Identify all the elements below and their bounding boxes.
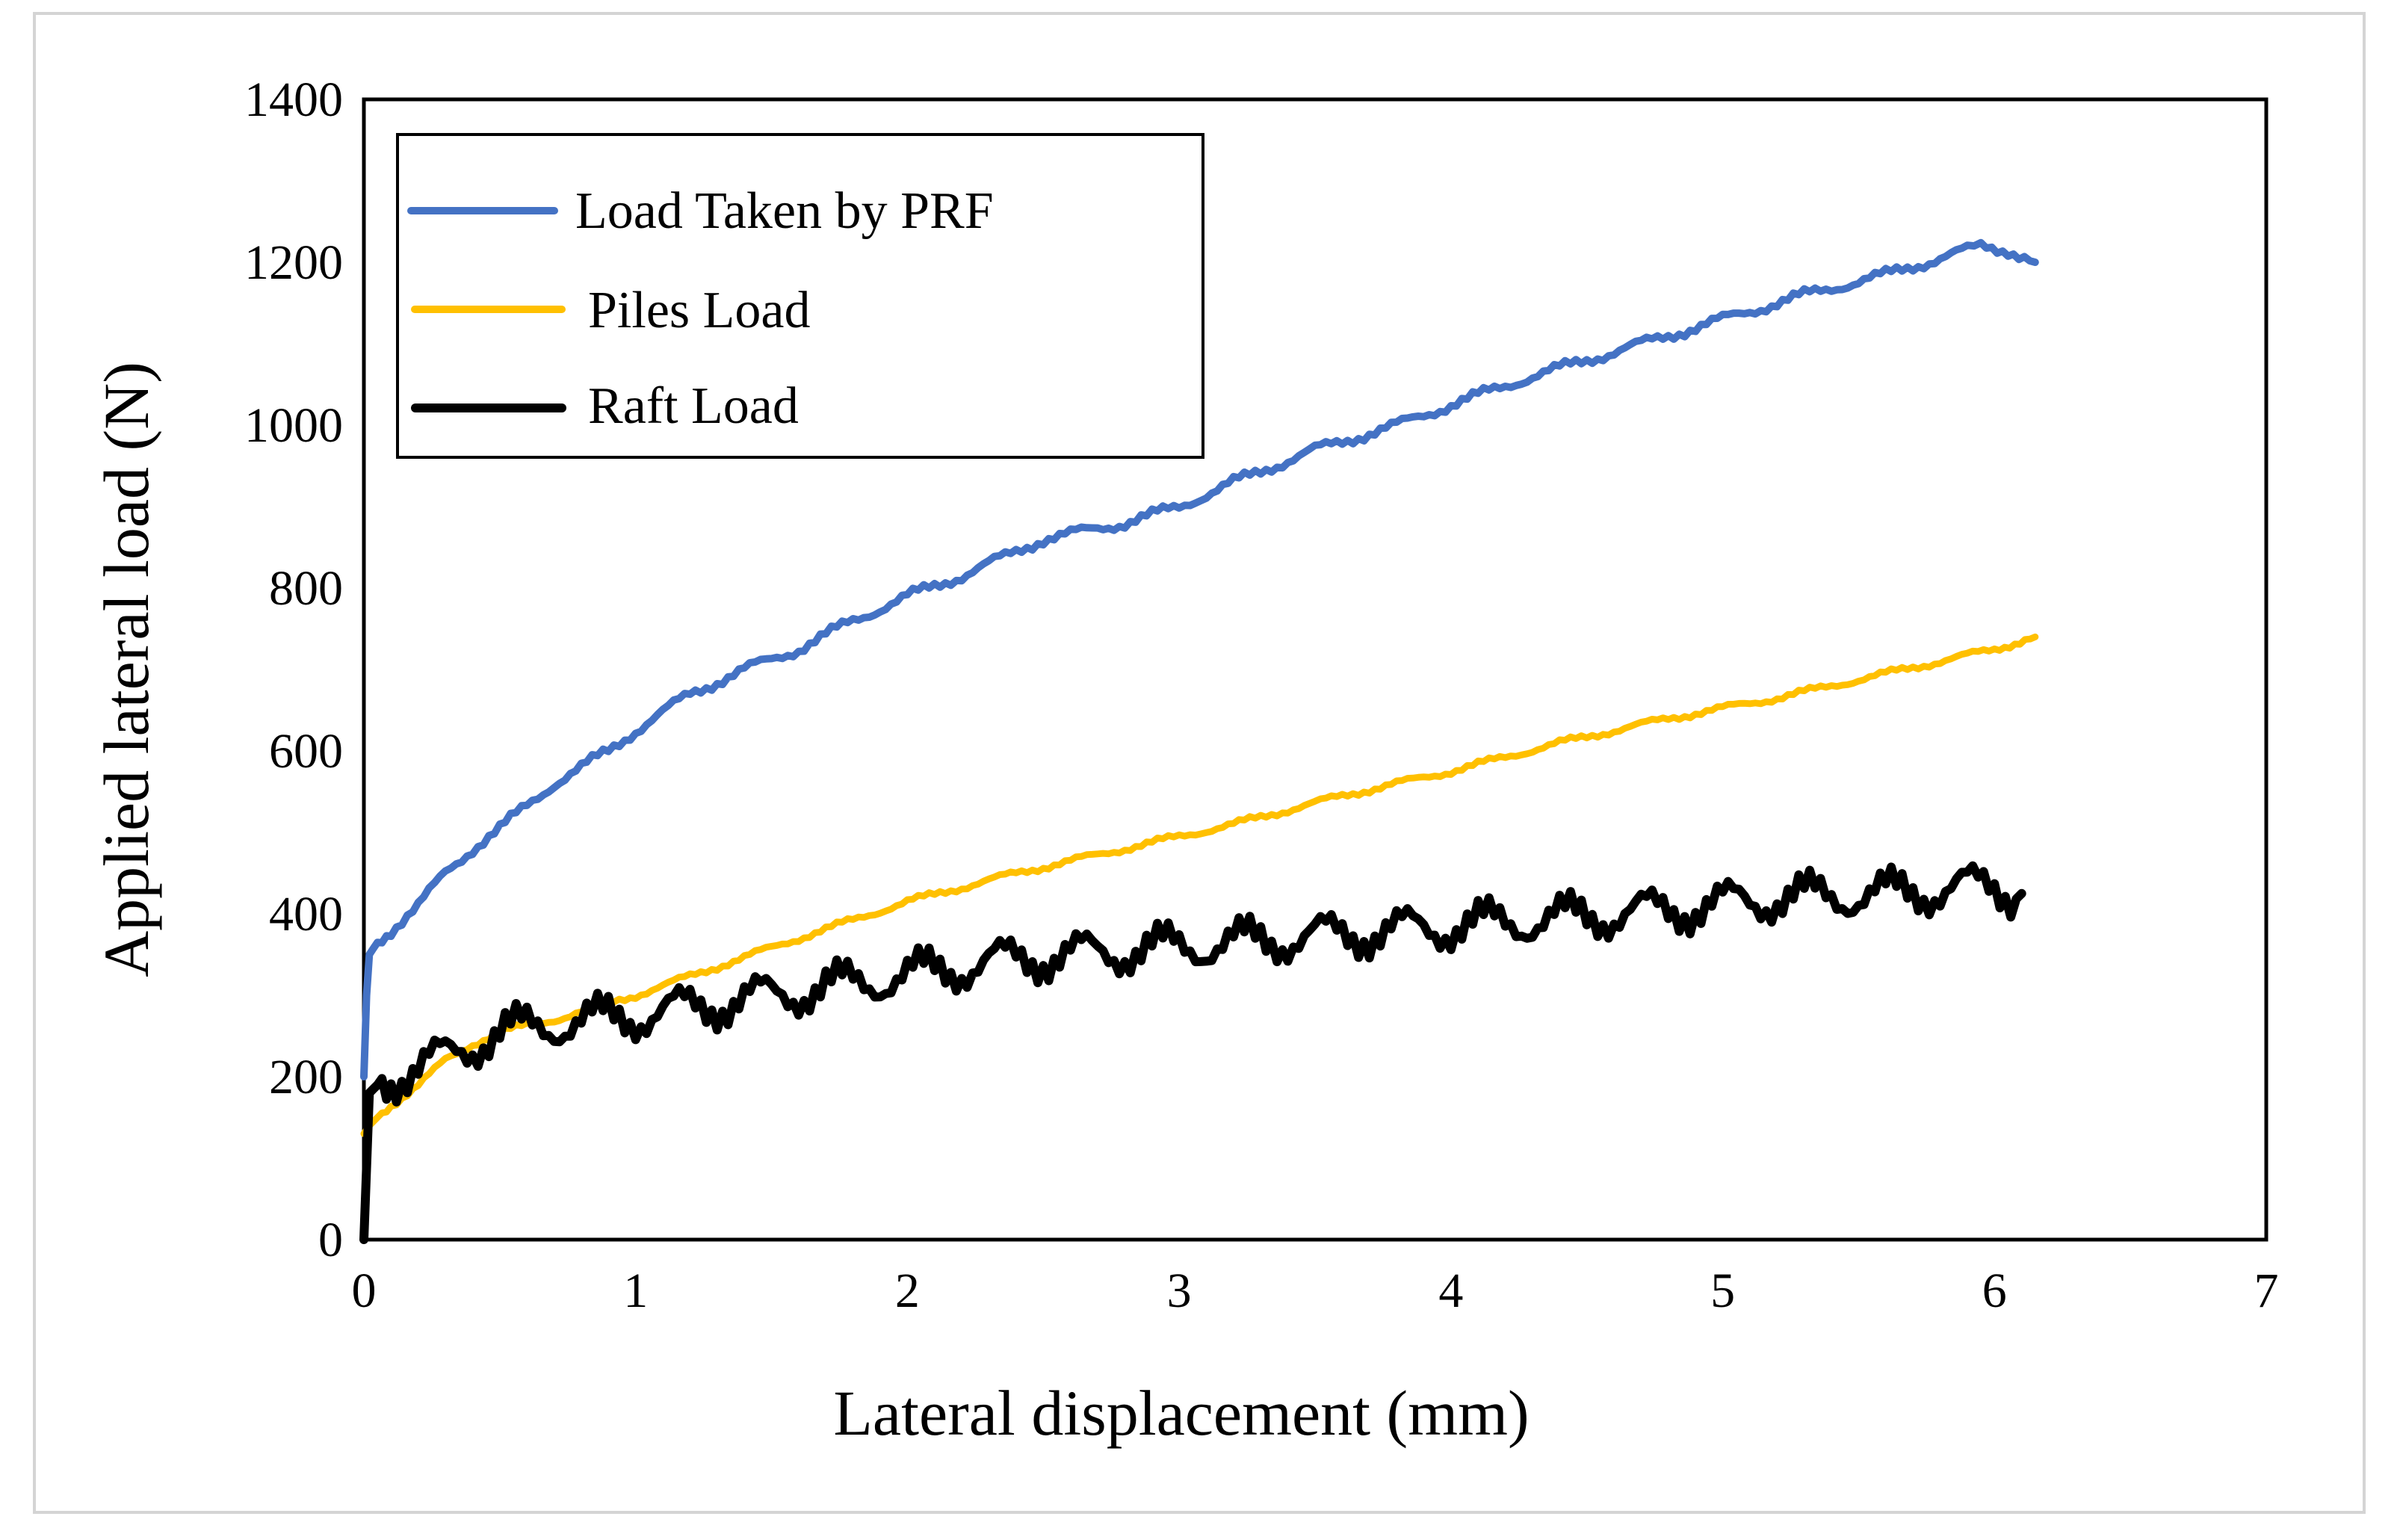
x-tick-label-4: 4	[1438, 1264, 1463, 1318]
x-tick-label-1: 1	[623, 1264, 648, 1318]
y-tick-label-600: 600	[269, 724, 343, 779]
x-tick-labels: 0 1 2 3 4 5 6 7	[352, 1264, 2279, 1318]
x-axis-title: Lateral displacement (mm)	[833, 1377, 1529, 1449]
legend-label-piles: Piles Load	[588, 282, 810, 339]
x-tick-label-0: 0	[352, 1264, 377, 1318]
legend-label-prf: Load Taken by PRF	[575, 182, 994, 240]
y-tick-label-1000: 1000	[244, 398, 343, 453]
y-axis-title: Applied lateral load (N)	[90, 362, 162, 977]
y-tick-label-800: 800	[269, 561, 343, 616]
series-layer	[359, 238, 2039, 1244]
y-tick-label-200: 200	[269, 1050, 343, 1104]
x-tick-label-6: 6	[1982, 1264, 2007, 1318]
series-line-raft	[359, 861, 2026, 1244]
plot-area	[362, 97, 2268, 1242]
x-tick-label-7: 7	[2254, 1264, 2279, 1318]
y-tick-label-1400: 1400	[244, 72, 343, 127]
x-tick-label-5: 5	[1710, 1264, 1735, 1318]
series-line-piles	[360, 633, 2039, 1137]
legend-label-raft: Raft Load	[588, 377, 799, 435]
series-line-prf	[360, 238, 2039, 1080]
x-tick-label-2: 2	[895, 1264, 920, 1318]
x-tick-label-3: 3	[1167, 1264, 1192, 1318]
y-tick-label-1200: 1200	[244, 235, 343, 290]
y-tick-label-0: 0	[318, 1213, 343, 1267]
legend: Load Taken by PRF Piles Load Raft Load	[396, 133, 1204, 459]
y-tick-label-400: 400	[269, 887, 343, 941]
y-tick-labels: 0 200 400 600 800 1000 1200 1400	[244, 72, 343, 1267]
